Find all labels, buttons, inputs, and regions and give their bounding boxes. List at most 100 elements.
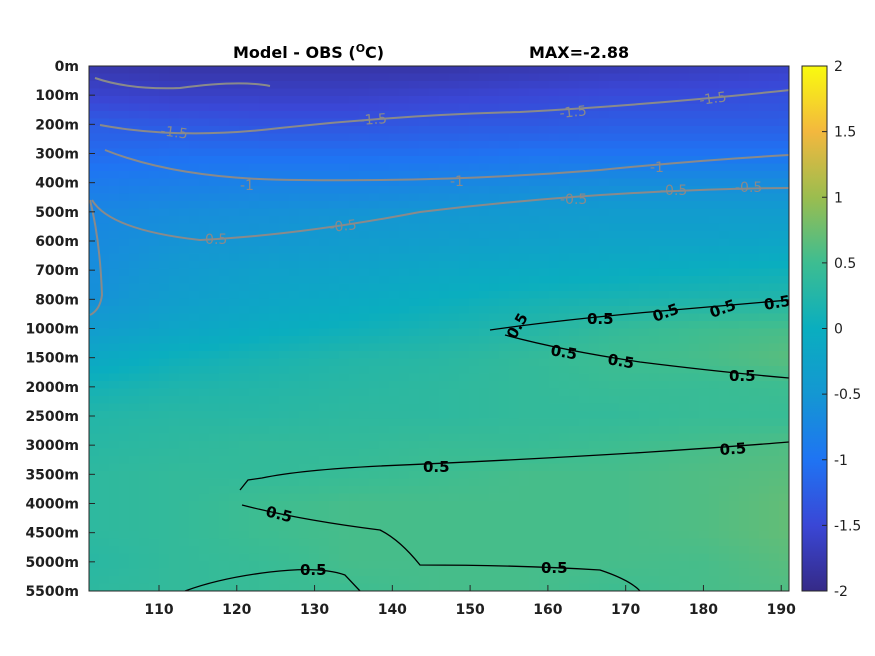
- heatmap-cell: [479, 388, 490, 397]
- heatmap-cell: [259, 328, 270, 337]
- contour-overlay: [89, 77, 789, 591]
- heatmap-cell: [319, 336, 330, 345]
- heatmap-cell: [519, 201, 530, 210]
- heatmap-cell: [309, 351, 320, 360]
- heatmap-cell: [239, 441, 250, 450]
- heatmap-cell: [249, 178, 260, 187]
- heatmap-cell: [249, 501, 260, 510]
- heatmap-cell: [469, 73, 480, 82]
- heatmap-cell: [379, 313, 390, 322]
- heatmap-cell: [129, 171, 140, 180]
- heatmap-cell: [189, 328, 200, 337]
- heatmap-cell: [229, 126, 240, 135]
- heatmap-cell: [169, 523, 180, 532]
- heatmap-cell: [679, 531, 690, 540]
- y-tick-label: 2500m: [25, 409, 79, 425]
- heatmap-cell: [129, 216, 140, 225]
- heatmap-cell: [429, 531, 440, 540]
- heatmap-cell: [709, 133, 720, 142]
- heatmap-cell: [439, 178, 450, 187]
- heatmap-cell: [119, 403, 130, 412]
- heatmap-cell: [669, 216, 680, 225]
- heatmap-cell: [409, 523, 420, 532]
- heatmap-cell: [429, 253, 440, 262]
- heatmap-cell: [629, 531, 640, 540]
- heatmap-cell: [259, 583, 270, 591]
- heatmap-cell: [179, 328, 190, 337]
- heatmap-cell: [649, 328, 660, 337]
- heatmap-cell: [179, 126, 190, 135]
- heatmap-cell: [749, 418, 760, 427]
- heatmap-cell: [419, 486, 430, 495]
- heatmap-cell: [319, 493, 330, 502]
- heatmap-cell: [339, 238, 350, 247]
- heatmap-cell: [679, 381, 690, 390]
- heatmap-cell: [109, 351, 120, 360]
- heatmap-cell: [599, 178, 610, 187]
- heatmap-cell: [769, 73, 780, 82]
- heatmap-cell: [89, 321, 100, 330]
- heatmap-cell: [669, 163, 680, 172]
- heatmap-cell: [739, 411, 750, 420]
- heatmap-cell: [329, 336, 340, 345]
- heatmap-cell: [589, 186, 600, 195]
- heatmap-cell: [539, 471, 550, 480]
- heatmap-cell: [569, 568, 580, 577]
- heatmap-cell: [319, 133, 330, 142]
- heatmap-cell: [749, 523, 760, 532]
- heatmap-cell: [149, 231, 160, 240]
- heatmap-cell: [249, 351, 260, 360]
- heatmap-cell: [119, 448, 130, 457]
- heatmap-cell: [199, 583, 210, 591]
- heatmap-cell: [479, 171, 490, 180]
- heatmap-cell: [679, 568, 690, 577]
- heatmap-cell: [279, 261, 290, 270]
- heatmap-cell: [339, 81, 350, 90]
- heatmap-cell: [399, 463, 410, 472]
- heatmap-cell: [189, 471, 200, 480]
- heatmap-cell: [329, 321, 340, 330]
- heatmap-cell: [309, 261, 320, 270]
- heatmap-cell: [519, 561, 530, 570]
- heatmap-cell: [639, 253, 650, 262]
- heatmap-cell: [629, 493, 640, 502]
- heatmap-cell: [689, 388, 700, 397]
- heatmap-cell: [369, 358, 380, 367]
- heatmap-cell: [659, 411, 670, 420]
- heatmap-cell: [419, 531, 430, 540]
- heatmap-cell: [779, 141, 789, 150]
- heatmap-cell: [709, 238, 720, 247]
- heatmap-cell: [199, 418, 210, 427]
- heatmap-cell: [289, 178, 300, 187]
- heatmap-cell: [709, 201, 720, 210]
- heatmap-cell: [339, 448, 350, 457]
- heatmap-cell: [619, 471, 630, 480]
- heatmap-cell: [579, 336, 590, 345]
- heatmap-cell: [109, 88, 120, 97]
- heatmap-cell: [119, 433, 130, 442]
- heatmap-cell: [169, 66, 180, 75]
- heatmap-cell: [399, 133, 410, 142]
- heatmap-cell: [529, 433, 540, 442]
- heatmap-cell: [669, 261, 680, 270]
- heatmap-cell: [459, 261, 470, 270]
- heatmap-cell: [429, 381, 440, 390]
- heatmap-cell: [459, 163, 470, 172]
- heatmap-cell: [439, 343, 450, 352]
- heatmap-cell: [149, 246, 160, 255]
- heatmap-cell: [629, 336, 640, 345]
- heatmap-cell: [119, 336, 130, 345]
- heatmap-cell: [359, 111, 370, 120]
- heatmap-cell: [569, 531, 580, 540]
- heatmap-cell: [629, 276, 640, 285]
- heatmap-cell: [609, 133, 620, 142]
- heatmap-cell: [559, 291, 570, 300]
- heatmap-cell: [499, 163, 510, 172]
- heatmap-cell: [769, 81, 780, 90]
- heatmap-cell: [629, 396, 640, 405]
- heatmap-cell: [669, 343, 680, 352]
- heatmap-cell: [479, 73, 490, 82]
- heatmap-cell: [579, 561, 590, 570]
- heatmap-cell: [529, 568, 540, 577]
- heatmap-cell: [219, 66, 230, 75]
